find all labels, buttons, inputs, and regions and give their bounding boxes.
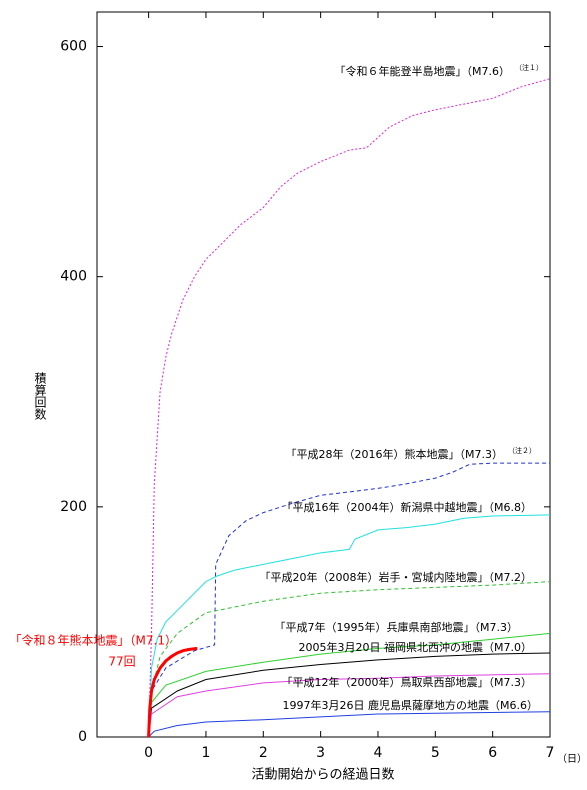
series-label: 「令和６年能登半島地震」（M7.6） [335,64,510,78]
series-line [148,462,550,738]
series-line [148,652,551,738]
series-line [148,514,551,738]
series-label: 「平成20年（2008年）岩手・宮城内陸地震」（M7.2） [260,570,532,584]
series-label: 1997年3月26日 鹿児島県薩摩地方の地震（M6.6） [283,698,538,712]
x-axis-label: 活動開始からの経過日数 [251,768,394,783]
series-label: 2005年3月20日 福岡県北西沖の地震（M7.0） [299,640,532,654]
x-tick-label: 4 [374,745,383,761]
series-line [148,632,551,738]
series-line [147,646,198,738]
x-tick-label: 0 [144,745,153,761]
y-tick-label: 0 [78,729,87,745]
series-label: 「令和８年熊本地震」（M7.1） [10,633,177,648]
x-tick-label: 2 [259,745,268,761]
series-note: （注１） [515,63,543,72]
series-line [148,78,551,738]
series-label: 「平成7年（1995年）兵庫県南部地震」（M7.3） [275,620,518,634]
y-axis-label: 積算回数 [33,371,47,421]
series-line [148,711,551,738]
x-tick-label: 3 [316,745,325,761]
y-tick-label: 400 [60,269,87,285]
x-tick-label: 7 [546,745,555,761]
x-tick-label: 6 [488,745,497,761]
x-tick-label: 5 [431,745,440,761]
y-tick-label: 600 [60,39,87,55]
x-tick-label: 1 [201,745,210,761]
series-label: 「平成16年（2004年）新潟県中越地震」（M6.8） [282,500,532,514]
series-annotation: 77回 [108,655,135,669]
series-label: 「平成12年（2000年）鳥取県西部地震」（M7.3） [282,675,532,689]
series-line [148,581,551,738]
y-tick-label: 200 [60,499,87,515]
x-unit: （日） [557,753,587,765]
series-line [148,673,551,738]
series-label: 「平成28年（2016年）熊本地震」（M7.3） [286,447,503,461]
series-note: （注２） [508,446,536,455]
plot-frame [96,11,551,738]
